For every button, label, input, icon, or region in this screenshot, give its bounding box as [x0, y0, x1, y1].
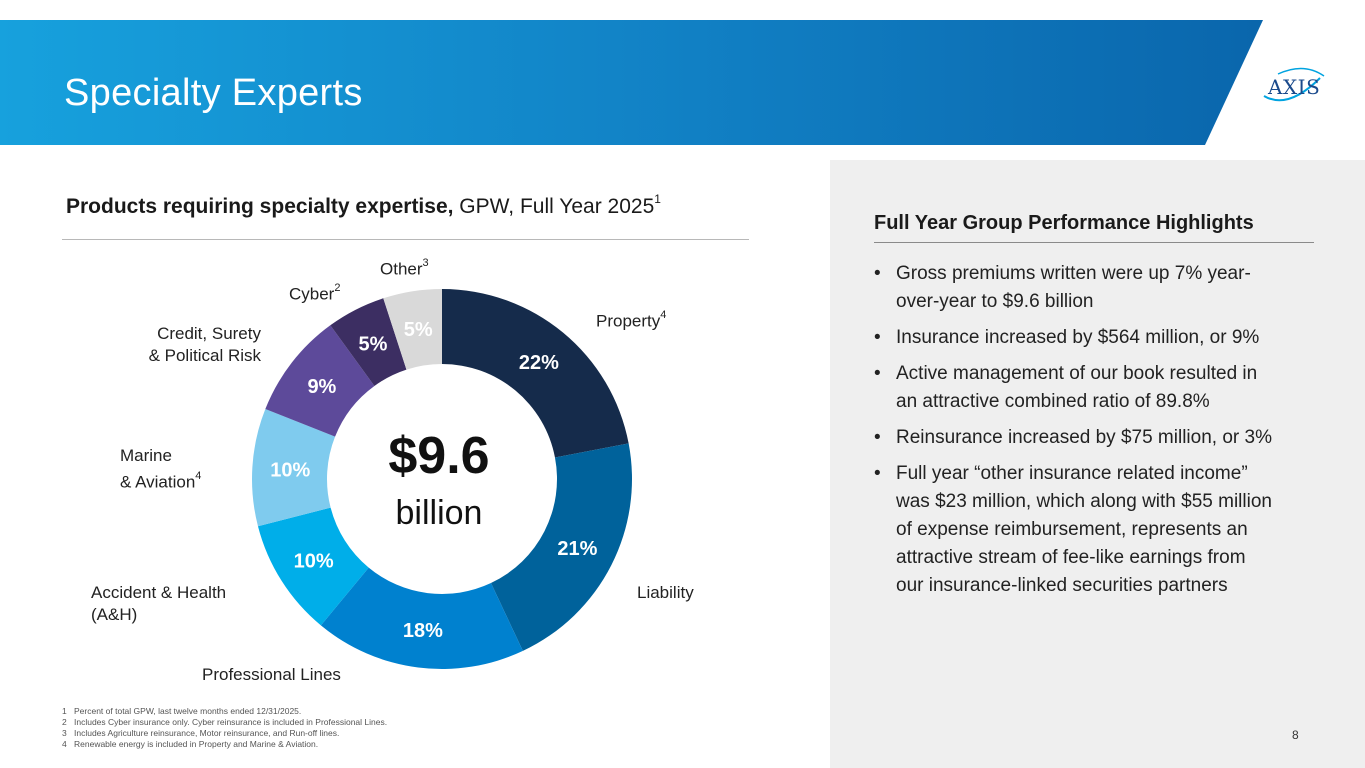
slice-value-label: 22%	[519, 352, 559, 374]
label-marine-aviation: Marine & Aviation4	[120, 446, 202, 492]
footnote: 4 Renewable energy is included in Propert…	[62, 739, 319, 749]
donut-svg: 22% 21% 18% 10% 10% 9% 5% 5%	[252, 289, 632, 669]
label-professional-lines: Professional Lines	[202, 665, 341, 684]
chart-subtitle-sup: 1	[654, 192, 661, 206]
logo-text: AXIS	[1268, 75, 1321, 99]
donut-slice-marine-aviation	[252, 409, 336, 527]
footnote: 3 Includes Agriculture reinsurance, Motor…	[62, 728, 340, 738]
highlight-item: Reinsurance increased by $75 million, or…	[874, 424, 1274, 452]
slice-value-label: 5%	[404, 319, 433, 341]
highlights-list: Gross premiums written were up 7% year-o…	[874, 260, 1274, 608]
donut-slice-property	[442, 289, 629, 458]
donut-slice-accident-health-a-h	[257, 507, 369, 626]
chart-subtitle-rest: GPW, Full Year 2025	[453, 195, 655, 218]
footnotes: 1 Percent of total GPW, last twelve month…	[62, 706, 387, 750]
banner-shape	[0, 20, 1263, 145]
donut-slice-professional-lines	[320, 567, 523, 669]
label-property: Property4	[596, 309, 667, 331]
donut-slice-cyber	[330, 298, 407, 386]
highlight-item: Active management of our book resulted i…	[874, 360, 1274, 416]
center-unit: billion	[395, 494, 483, 532]
slice-value-label: 10%	[270, 459, 310, 481]
highlight-item: Full year “other insurance related incom…	[874, 460, 1274, 600]
donut-slice-liability	[490, 443, 632, 651]
footnote: 1 Percent of total GPW, last twelve month…	[62, 706, 302, 716]
page-number: 8	[1292, 728, 1299, 742]
footnote: 2 Includes Cyber insurance only. Cyber re…	[62, 717, 388, 727]
chart-subtitle-bold: Products requiring specialty expertise,	[66, 195, 454, 218]
chart-subtitle: Products requiring specialty expertise, …	[66, 192, 661, 219]
label-other: Other3	[380, 257, 429, 279]
donut-chart: 22% 21% 18% 10% 10% 9% 5% 5% $9.6 billion Prope…	[0, 240, 830, 700]
donut-slice-credit-surety-political-risk	[265, 325, 375, 437]
highlights-title: Full Year Group Performance Highlights	[874, 212, 1254, 234]
header-banner	[0, 20, 1365, 145]
donut-slice-other	[383, 289, 442, 370]
center-value: $9.6	[388, 427, 490, 485]
axis-logo: AXIS	[1258, 66, 1328, 106]
slice-value-label: 21%	[557, 538, 597, 560]
highlight-item: Insurance increased by $564 million, or …	[874, 324, 1274, 352]
highlights-panel: Full Year Group Performance Highlights G…	[830, 160, 1365, 768]
slice-value-label: 9%	[307, 376, 336, 398]
slice-value-label: 5%	[359, 334, 388, 356]
highlights-divider	[874, 242, 1314, 243]
slice-value-label: 18%	[403, 620, 443, 642]
label-accident-health: Accident & Health (A&H)	[91, 583, 227, 624]
label-cyber: Cyber2	[289, 282, 341, 304]
highlight-item: Gross premiums written were up 7% year-o…	[874, 260, 1274, 316]
slice-value-label: 10%	[294, 550, 334, 572]
page-title: Specialty Experts	[64, 72, 363, 114]
label-liability: Liability	[637, 583, 694, 602]
label-credit-surety: Credit, Surety & Political Risk	[148, 324, 261, 365]
subtitle-divider	[62, 239, 749, 240]
